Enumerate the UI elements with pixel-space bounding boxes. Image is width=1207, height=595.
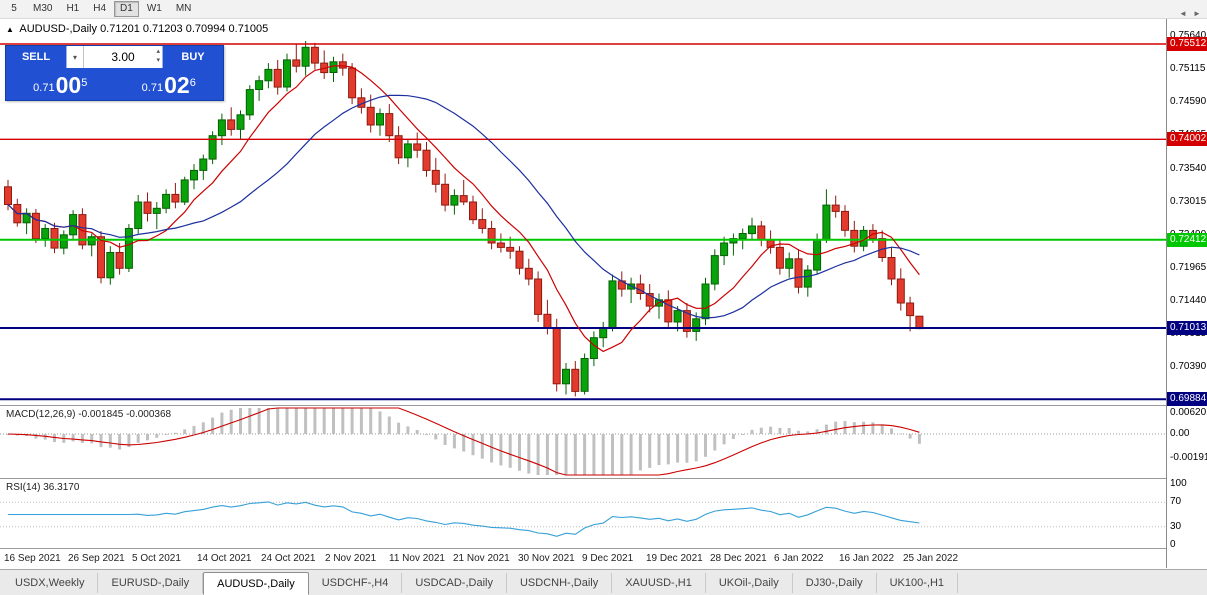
date-label-9-dec-2021: 9 Dec 2021 <box>582 553 634 564</box>
rsi-axis-1: 70 <box>1170 496 1182 507</box>
timeframe-button-w1[interactable]: W1 <box>141 1 168 17</box>
date-label-26-sep-2021: 26 Sep 2021 <box>68 553 125 564</box>
chart-symbol-icon: ▲ <box>6 25 14 34</box>
price-tick-0.71965: 0.71965 <box>1170 261 1207 273</box>
price-tick-0.75115: 0.75115 <box>1170 63 1206 75</box>
timeframe-button-h1[interactable]: H1 <box>60 1 85 17</box>
spin-down-icon[interactable]: ▾ <box>156 57 160 64</box>
date-label-19-dec-2021: 19 Dec 2021 <box>646 553 703 564</box>
price-tick-0.73015: 0.73015 <box>1170 195 1207 207</box>
buy-price-big: 02 <box>164 72 190 98</box>
chart-tab-ukoil-daily[interactable]: UKOil-,Daily <box>706 573 793 593</box>
chart-tab-usdx-weekly[interactable]: USDX,Weekly <box>2 573 99 593</box>
macd-name: MACD(12,26,9) <box>6 409 76 420</box>
date-label-11-nov-2021: 11 Nov 2021 <box>389 553 445 564</box>
timeframe-button-d1[interactable]: D1 <box>114 1 139 17</box>
chart-tab-audusd-daily[interactable]: AUDUSD-,Daily <box>203 572 309 595</box>
macd-indicator-label: MACD(12,26,9) -0.001845 -0.000368 <box>6 409 171 420</box>
macd-panel: MACD(12,26,9) -0.001845 -0.000368 <box>0 406 1166 478</box>
date-label-28-dec-2021: 28 Dec 2021 <box>710 553 767 564</box>
volume-value: 3.00 <box>111 50 135 64</box>
chart-tab-usdcad-daily[interactable]: USDCAD-,Daily <box>402 573 507 593</box>
panel-separator <box>0 548 1207 549</box>
timeframe-button-m30[interactable]: M30 <box>27 1 58 17</box>
macd-value-main: -0.001845 <box>78 409 124 420</box>
chart-tabs-bar: USDX,Weekly EURUSD-,Daily AUDUSD-,Daily USD… <box>0 569 1207 595</box>
date-label-2-nov-2021: 2 Nov 2021 <box>325 553 377 564</box>
date-label-6-jan-2022: 6 Jan 2022 <box>774 553 824 564</box>
price-badge-0.69884: 0.69884 <box>1167 392 1207 406</box>
sell-price-big: 00 <box>55 72 82 98</box>
date-label-16-sep-2021: 16 Sep 2021 <box>4 553 61 564</box>
timeframe-toolbar: 5 M30 H1 H4 D1 W1 MN <box>0 0 1207 19</box>
rsi-panel: RSI(14) 36.3170 <box>0 479 1166 548</box>
timeframe-button-h4[interactable]: H4 <box>87 1 112 17</box>
timeframe-button-mn[interactable]: MN <box>170 1 198 17</box>
sell-price-prefix: 0.71 <box>33 82 55 94</box>
buy-price-prefix: 0.71 <box>141 82 164 94</box>
one-click-trading-panel: SELL ▾ 3.00 ▴ ▾ BUY 0.71 00 5 0.71 0 <box>5 45 224 101</box>
rsi-axis-0: 100 <box>1170 478 1187 489</box>
sell-price-button[interactable]: 0.71 00 5 <box>6 68 115 100</box>
chart-tab-usdchf-h4[interactable]: USDCHF-,H4 <box>309 573 403 593</box>
date-label-24-oct-2021: 24 Oct 2021 <box>261 553 316 564</box>
time-axis[interactable]: 16 Sep 2021 26 Sep 2021 5 Oct 2021 14 Oct 2… <box>0 549 1166 569</box>
buy-button[interactable]: BUY <box>163 46 223 68</box>
volume-stepper[interactable]: ▴ ▾ <box>156 47 160 65</box>
macd-value-signal: -0.000368 <box>126 409 172 420</box>
chart-symbol-label: AUDUSD-,Daily <box>19 23 97 35</box>
chart-tab-eurusd-daily[interactable]: EURUSD-,Daily <box>98 573 204 593</box>
rsi-chart[interactable] <box>0 479 1166 548</box>
price-tick-0.71440: 0.71440 <box>1170 295 1207 307</box>
volume-input[interactable]: 3.00 ▴ ▾ <box>84 46 163 68</box>
macd-axis-1: 0.00 <box>1170 428 1190 439</box>
chart-ohlc-values: 0.71201 0.71203 0.70994 0.71005 <box>100 23 269 35</box>
rsi-axis-2: 30 <box>1170 521 1182 532</box>
chart-title: ▲ AUDUSD-,Daily 0.71201 0.71203 0.70994 … <box>6 23 268 35</box>
timeframe-button-5[interactable]: 5 <box>3 1 25 17</box>
panel-separator[interactable] <box>0 405 1207 406</box>
chart-tab-uk100-h1[interactable]: UK100-,H1 <box>877 573 959 593</box>
chart-tab-dj30-daily[interactable]: DJ30-,Daily <box>793 573 877 593</box>
sell-button[interactable]: SELL <box>6 46 66 68</box>
macd-chart[interactable] <box>0 406 1166 478</box>
scroll-left-icon[interactable]: ◄ <box>1179 9 1187 18</box>
chevron-down-icon: ▾ <box>72 52 77 62</box>
spin-up-icon[interactable]: ▴ <box>156 48 160 55</box>
candlestick-chart[interactable] <box>0 19 1166 405</box>
rsi-axis-3: 0 <box>1170 539 1176 550</box>
price-chart-panel: ▲ AUDUSD-,Daily 0.71201 0.71203 0.70994 … <box>0 19 1166 405</box>
volume-dropdown[interactable]: ▾ <box>66 46 84 68</box>
scroll-right-icon[interactable]: ► <box>1193 9 1201 18</box>
date-label-30-nov-2021: 30 Nov 2021 <box>518 553 575 564</box>
buy-price-button[interactable]: 0.71 02 6 <box>115 68 224 100</box>
date-label-21-nov-2021: 21 Nov 2021 <box>453 553 510 564</box>
rsi-name: RSI(14) <box>6 482 41 493</box>
price-badge-0.71013: 0.71013 <box>1167 321 1207 335</box>
chart-tab-usdcnh-daily[interactable]: USDCNH-,Daily <box>507 573 613 593</box>
price-tick-0.75640: 0.75640 <box>1170 29 1207 41</box>
panel-separator[interactable] <box>0 478 1207 479</box>
buy-price-sup: 6 <box>189 77 196 89</box>
price-badge-0.75512: 0.75512 <box>1167 37 1207 51</box>
macd-axis-0: 0.006201 <box>1170 407 1207 418</box>
sell-price-sup: 5 <box>81 77 88 89</box>
price-axis[interactable]: 0.756400.751150.745900.740650.735400.730… <box>1166 19 1207 568</box>
date-label-5-oct-2021: 5 Oct 2021 <box>132 553 181 564</box>
date-label-14-oct-2021: 14 Oct 2021 <box>197 553 252 564</box>
rsi-indicator-label: RSI(14) 36.3170 <box>6 482 79 493</box>
price-badge-0.72412: 0.72412 <box>1167 233 1207 247</box>
price-tick-0.74590: 0.74590 <box>1170 96 1207 108</box>
date-label-25-jan-2022: 25 Jan 2022 <box>903 553 959 564</box>
price-badge-0.74002: 0.74002 <box>1167 132 1207 146</box>
price-tick-0.73540: 0.73540 <box>1170 162 1207 174</box>
rsi-value: 36.3170 <box>43 482 80 493</box>
price-tick-0.70390: 0.70390 <box>1170 361 1207 373</box>
date-label-16-jan-2022: 16 Jan 2022 <box>839 553 895 564</box>
chart-tab-xauusd-h1[interactable]: XAUUSD-,H1 <box>612 573 706 593</box>
tab-scroll-buttons: ◄ ► <box>1176 6 1204 21</box>
macd-axis-2: -0.001917 <box>1170 452 1207 463</box>
